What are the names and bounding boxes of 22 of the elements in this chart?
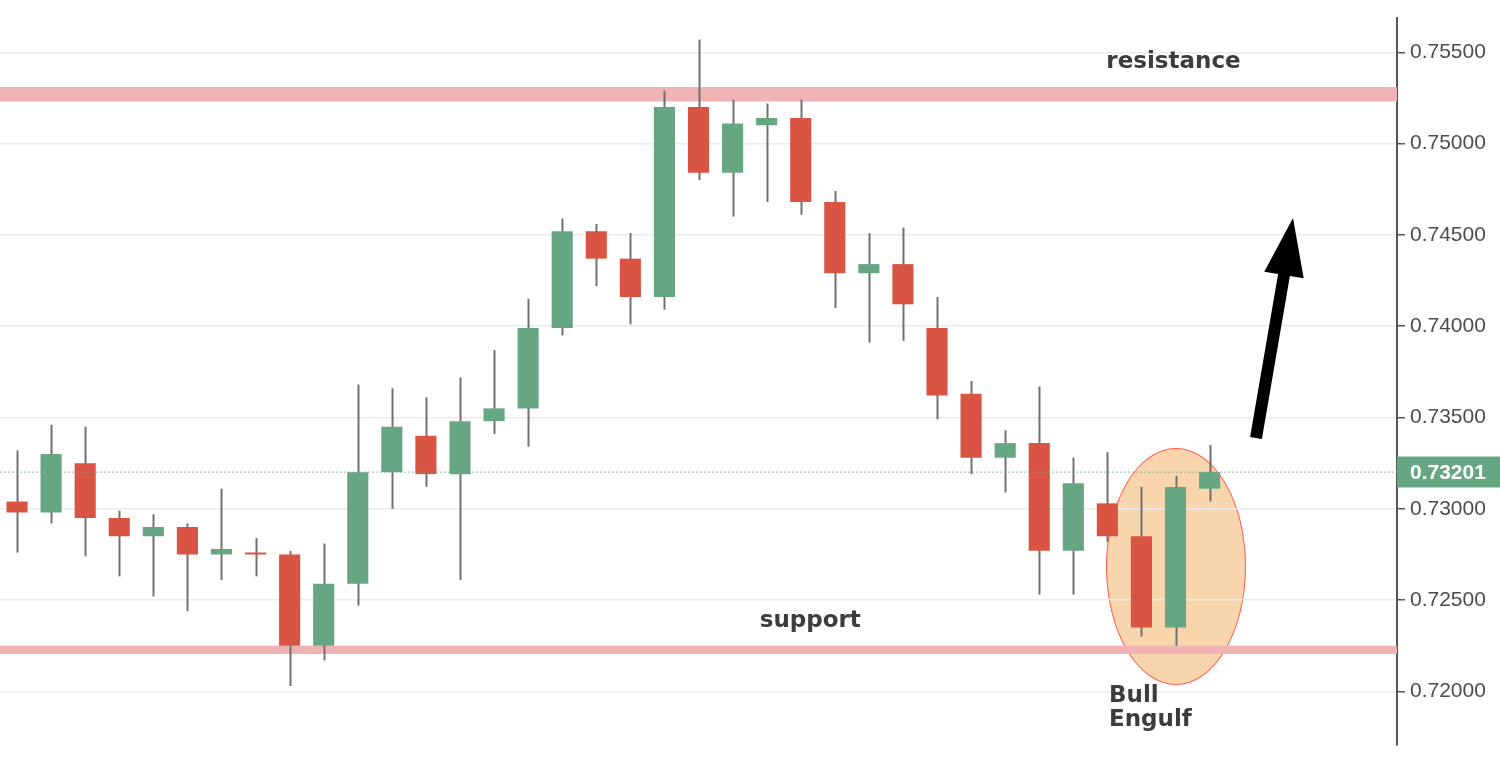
- candlestick: [1199, 443, 1221, 503]
- candlestick: [6, 449, 28, 554]
- ref-line-label: 0.73201: [1410, 459, 1487, 483]
- band-label: support: [759, 605, 861, 632]
- y-tick-label: 0.72500: [1410, 586, 1486, 610]
- candlestick: [244, 537, 267, 578]
- candlestick: [483, 348, 505, 435]
- y-tick-label: 0.75000: [1410, 130, 1486, 154]
- candlestick: [756, 102, 778, 204]
- candlestick: [858, 232, 880, 344]
- y-tick-label: 0.73000: [1410, 495, 1486, 519]
- candlestick: [108, 509, 130, 578]
- y-tick-label: 0.72000: [1410, 678, 1486, 702]
- y-tick-label: 0.74000: [1410, 313, 1486, 337]
- candlestick: [994, 429, 1016, 494]
- y-tick-label: 0.74500: [1410, 221, 1486, 245]
- band-label: resistance: [1106, 46, 1241, 73]
- y-tick-label: 0.73500: [1410, 404, 1486, 428]
- y-tick-label: 0.75500: [1410, 39, 1486, 63]
- annotation: Bull Engulf: [1109, 681, 1193, 731]
- candlestick: [142, 513, 164, 598]
- candlestick: [210, 487, 233, 582]
